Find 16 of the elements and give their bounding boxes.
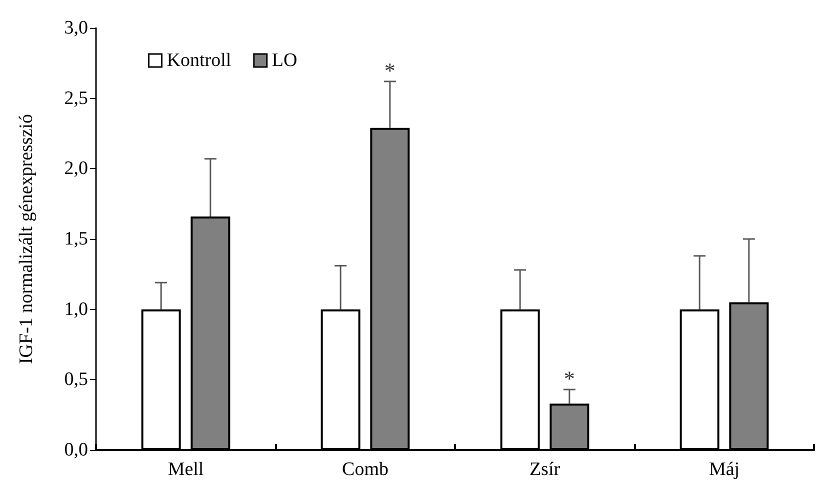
x-tick-label: Comb (342, 459, 388, 480)
y-tick-label: 2,0 (64, 158, 88, 180)
x-tick-label: Mell (168, 459, 204, 480)
x-tick-label: Zsír (529, 459, 561, 480)
y-tick-label: 1,5 (64, 228, 88, 250)
y-tick-label: 3,0 (64, 18, 88, 38)
data-label: * (384, 58, 396, 83)
y-tick-label: 2,5 (64, 88, 88, 109)
y-axis-title: IGF-1 normalizált génexpresszió (16, 114, 37, 364)
legend-label: Kontroll (166, 50, 232, 71)
y-tick-label: 0,0 (64, 440, 88, 460)
legend-label: LO (272, 50, 298, 71)
x-tick-label: Máj (708, 459, 740, 480)
data-label: * (564, 366, 575, 392)
y-tick-label: 1,0 (64, 298, 88, 320)
y-tick-label: 0,5 (64, 369, 88, 390)
